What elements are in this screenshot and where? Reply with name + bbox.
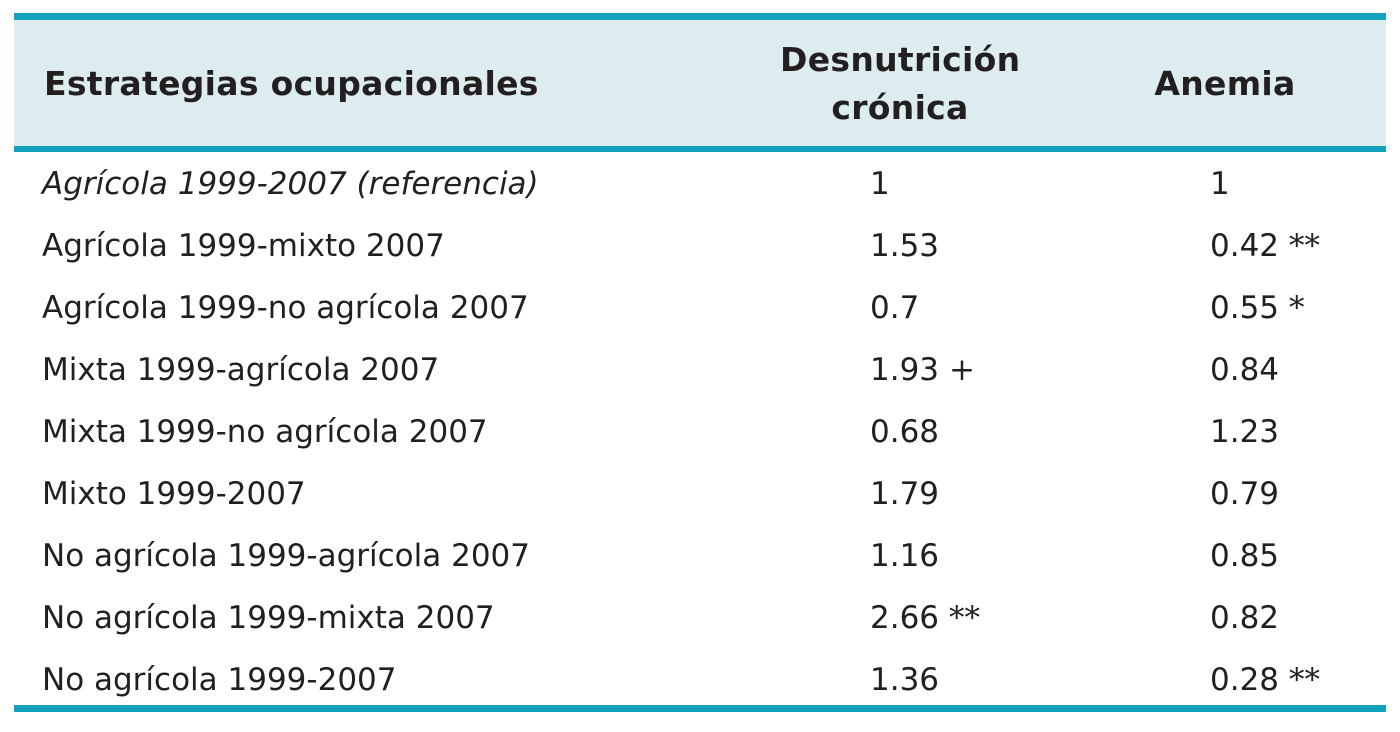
anemia-value: 0.79 [1210, 476, 1280, 512]
anemia-value: 1 [1210, 166, 1230, 202]
table-bottom-rule [14, 705, 1386, 712]
table-row: No agrícola 1999-2007 1.36 0.28 ** [0, 649, 1400, 711]
table-row: Agrícola 1999-mixto 2007 1.53 0.42 ** [0, 215, 1400, 277]
malnutrition-cell: 1.16 [870, 525, 939, 587]
malnutrition-cell: 2.66 ** [870, 587, 980, 649]
anemia-cell: 0.85 [1210, 525, 1279, 587]
header-malnutrition-line1: Desnutrición [780, 40, 1021, 79]
header-malnutrition-line2: crónica [831, 88, 969, 127]
anemia-cell: 1 [1210, 153, 1230, 215]
anemia-value: 0.28 [1210, 662, 1280, 698]
row-label: No agrícola 1999-mixta 2007 [42, 600, 495, 636]
row-label: No agrícola 1999-2007 [42, 662, 397, 698]
anemia-significance: ** [1289, 228, 1321, 264]
malnutrition-significance: ** [949, 600, 981, 636]
row-label: No agrícola 1999-agrícola 2007 [42, 538, 530, 574]
malnutrition-value: 2.66 [870, 600, 940, 636]
row-label: Mixta 1999-agrícola 2007 [42, 352, 440, 388]
malnutrition-cell: 1.36 [870, 649, 939, 711]
table-row: Mixto 1999-2007 1.79 0.79 [0, 463, 1400, 525]
malnutrition-value: 1.93 [870, 352, 940, 388]
anemia-value: 0.85 [1210, 538, 1280, 574]
table-header-rule [14, 146, 1386, 152]
header-strategy: Estrategias ocupacionales [44, 64, 539, 103]
malnutrition-value: 0.7 [870, 290, 920, 326]
anemia-value: 0.42 [1210, 228, 1280, 264]
row-label: Agrícola 1999-2007 (referencia) [42, 166, 539, 202]
table-header-background [14, 20, 1386, 146]
anemia-cell: 0.79 [1210, 463, 1279, 525]
anemia-cell: 0.82 [1210, 587, 1279, 649]
anemia-value: 0.82 [1210, 600, 1280, 636]
anemia-cell: 0.28 ** [1210, 649, 1320, 711]
table-row: No agrícola 1999-mixta 2007 2.66 ** 0.82 [0, 587, 1400, 649]
anemia-cell: 0.42 ** [1210, 215, 1320, 277]
row-label: Mixto 1999-2007 [42, 476, 306, 512]
malnutrition-cell: 1.93 + [870, 339, 975, 401]
row-label: Mixta 1999-no agrícola 2007 [42, 414, 488, 450]
malnutrition-cell: 1.53 [870, 215, 939, 277]
row-label: Agrícola 1999-mixto 2007 [42, 228, 445, 264]
malnutrition-cell: 1 [870, 153, 890, 215]
malnutrition-value: 1.79 [870, 476, 940, 512]
anemia-value: 0.84 [1210, 352, 1280, 388]
anemia-value: 1.23 [1210, 414, 1280, 450]
table-row: No agrícola 1999-agrícola 2007 1.16 0.85 [0, 525, 1400, 587]
table-row: Mixta 1999-no agrícola 2007 0.68 1.23 [0, 401, 1400, 463]
anemia-significance: ** [1289, 662, 1321, 698]
malnutrition-value: 1 [870, 166, 890, 202]
malnutrition-value: 1.53 [870, 228, 940, 264]
header-anemia: Anemia [1154, 64, 1296, 103]
table-top-rule [14, 13, 1386, 20]
anemia-significance: * [1289, 290, 1305, 326]
malnutrition-value: 1.16 [870, 538, 940, 574]
malnutrition-cell: 1.79 [870, 463, 939, 525]
table-row: Agrícola 1999-no agrícola 2007 0.7 0.55 * [0, 277, 1400, 339]
anemia-cell: 1.23 [1210, 401, 1279, 463]
malnutrition-value: 1.36 [870, 662, 940, 698]
malnutrition-value: 0.68 [870, 414, 940, 450]
malnutrition-cell: 0.7 [870, 277, 919, 339]
anemia-cell: 0.84 [1210, 339, 1279, 401]
row-label: Agrícola 1999-no agrícola 2007 [42, 290, 529, 326]
malnutrition-cell: 0.68 [870, 401, 939, 463]
table-row: Agrícola 1999-2007 (referencia) 1 1 [0, 153, 1400, 215]
malnutrition-significance: + [949, 352, 976, 388]
anemia-value: 0.55 [1210, 290, 1280, 326]
table-row: Mixta 1999-agrícola 2007 1.93 +0.84 [0, 339, 1400, 401]
anemia-cell: 0.55 * [1210, 277, 1305, 339]
header-malnutrition: Desnutrición crónica [780, 36, 1020, 132]
